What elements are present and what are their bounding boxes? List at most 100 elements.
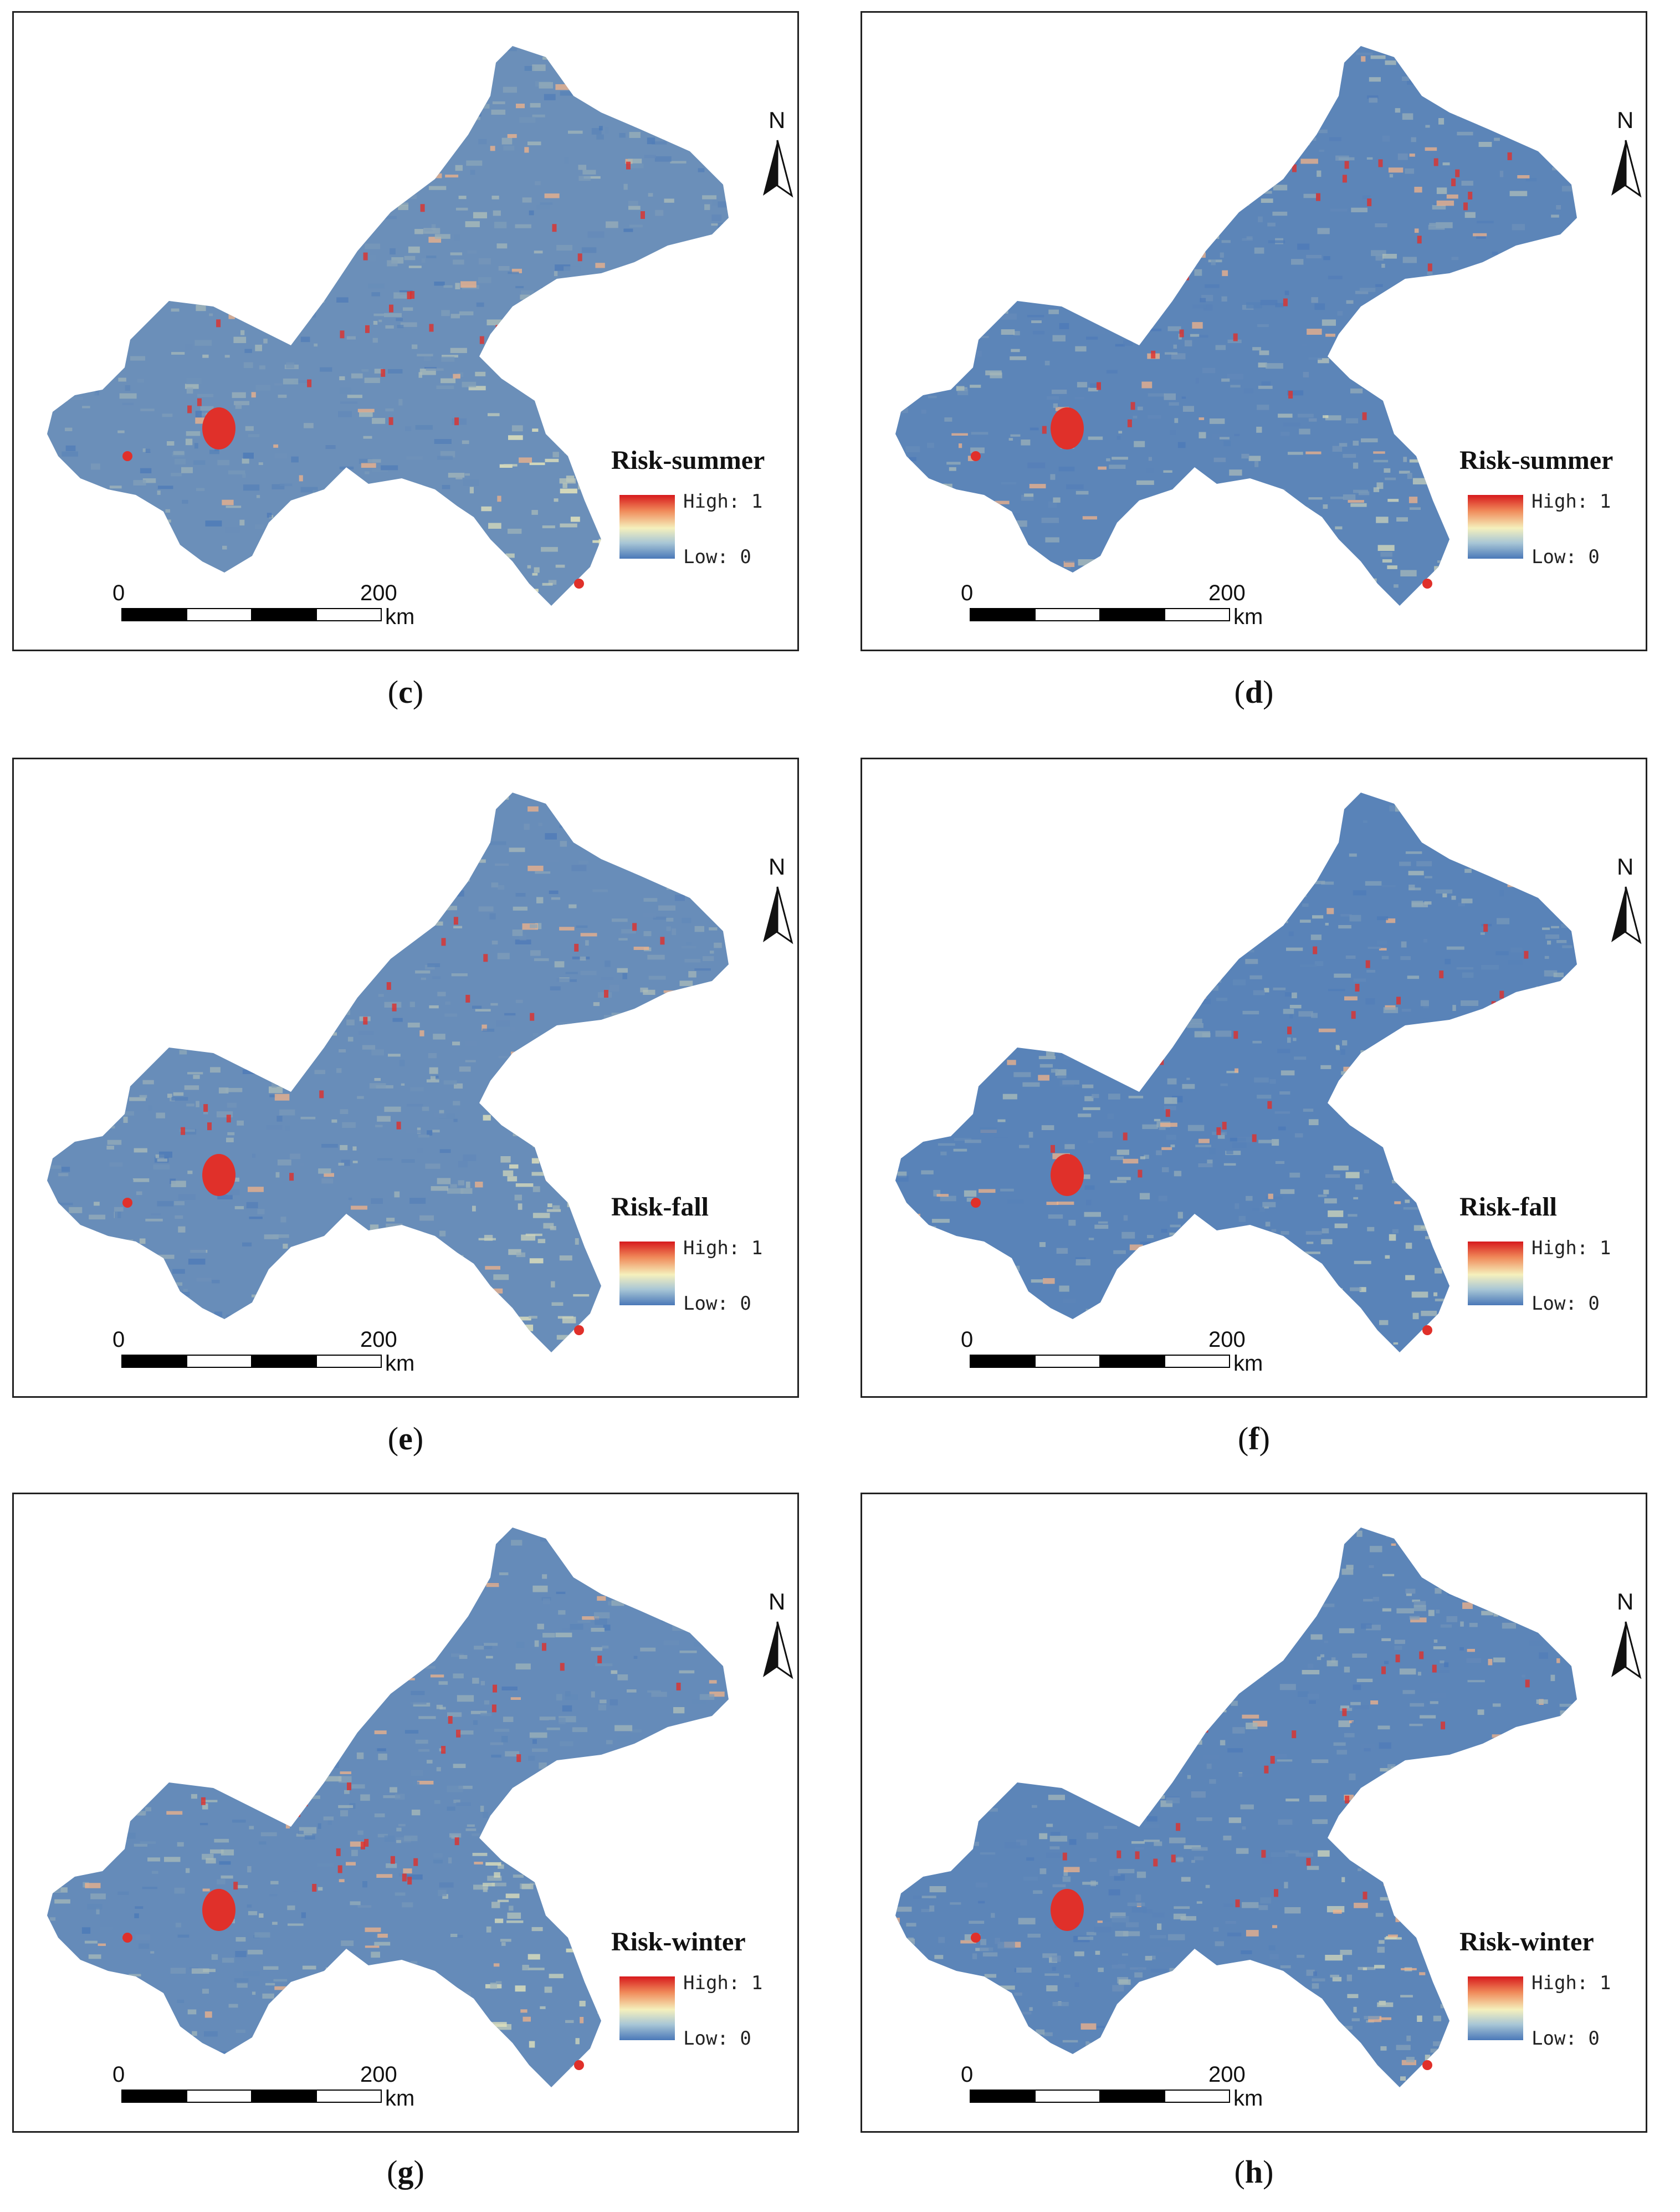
legend-color-ramp	[1468, 1976, 1523, 2040]
legend-high-label: High: 1	[683, 1237, 763, 1259]
caption-close-paren: )	[1259, 1421, 1270, 1457]
chongqing-region	[895, 1528, 1577, 2087]
minor-hotspot	[1422, 579, 1432, 589]
legend-low-label: Low: 0	[1532, 2027, 1600, 2050]
minor-hotspot	[971, 1198, 981, 1208]
map-panel-f: N Risk-fall High: 1 Low: 0 0 200 km	[861, 758, 1647, 1398]
legend-high-label: High: 1	[1532, 1237, 1611, 1259]
legend-low-label: Low: 0	[683, 2027, 751, 2050]
scale-max-label: 200	[1208, 1327, 1246, 1352]
panel-caption-f: (f)	[861, 1420, 1647, 1457]
caption-letter: d	[1244, 674, 1263, 710]
scale-max-label: 200	[1208, 2062, 1246, 2087]
urban-hotspot	[1051, 1889, 1084, 1931]
caption-open-paren: (	[1238, 1421, 1249, 1457]
map-panel-g: N Risk-winter High: 1 Low: 0 0 200 km	[12, 1493, 799, 2133]
urban-hotspot	[1051, 1154, 1084, 1196]
legend-high-label: High: 1	[683, 491, 763, 513]
legend-title: Risk-winter	[1459, 1927, 1594, 1956]
scale-zero-label: 0	[961, 2062, 974, 2087]
urban-hotspot	[1051, 407, 1084, 449]
north-label: N	[1617, 854, 1634, 880]
minor-hotspot	[574, 1325, 584, 1335]
scale-max-label: 200	[1208, 581, 1246, 605]
legend-title: Risk-winter	[611, 1927, 746, 1956]
scale-unit-label: km	[385, 2086, 415, 2111]
caption-close-paren: )	[1263, 674, 1274, 710]
scale-unit-label: km	[1233, 1351, 1263, 1376]
legend-low-label: Low: 0	[1532, 546, 1600, 568]
legend-color-ramp	[1468, 495, 1523, 559]
chongqing-region	[47, 793, 729, 1352]
risk-map-h	[895, 1528, 1642, 2103]
north-arrow-icon	[1611, 1621, 1642, 1679]
scale-bar	[121, 608, 382, 621]
legend-low-label: Low: 0	[683, 546, 751, 568]
caption-letter: c	[398, 674, 413, 710]
risk-map-e	[47, 793, 793, 1368]
caption-letter: h	[1244, 2154, 1263, 2190]
legend-title: Risk-summer	[1459, 446, 1614, 475]
legend-title: Risk-fall	[1459, 1192, 1558, 1222]
risk-map-f	[895, 793, 1642, 1368]
legend-low-label: Low: 0	[683, 1293, 751, 1315]
scale-bar	[970, 1355, 1230, 1368]
minor-hotspot	[122, 1198, 132, 1208]
minor-hotspot	[574, 2060, 584, 2070]
minor-hotspot	[1422, 2060, 1432, 2070]
scale-unit-label: km	[385, 605, 415, 629]
north-arrow-icon	[763, 140, 793, 198]
chongqing-region	[895, 46, 1577, 606]
legend-title: Risk-fall	[611, 1192, 709, 1222]
legend-high-label: High: 1	[1532, 1972, 1611, 1994]
caption-close-paren: )	[1263, 2154, 1274, 2190]
minor-hotspot	[1422, 1325, 1432, 1335]
risk-map-d	[895, 46, 1642, 621]
legend-high-label: High: 1	[1532, 491, 1611, 513]
caption-close-paren: )	[412, 674, 424, 710]
legend-title: Risk-summer	[611, 446, 765, 475]
legend-color-ramp	[619, 1976, 675, 2040]
scale-unit-label: km	[1233, 605, 1263, 629]
legend-high-label: High: 1	[683, 1972, 763, 1994]
north-label: N	[1617, 107, 1634, 133]
panel-caption-g: (g)	[12, 2153, 799, 2190]
scale-bar	[121, 1355, 382, 1368]
map-panel-e: N Risk-fall High: 1 Low: 0 0 200 km	[12, 758, 799, 1398]
scale-zero-label: 0	[112, 581, 125, 605]
panel-caption-d: (d)	[861, 673, 1647, 711]
caption-letter: g	[397, 2154, 414, 2190]
urban-hotspot	[202, 1889, 235, 1931]
legend-color-ramp	[1468, 1242, 1523, 1305]
caption-close-paren: )	[412, 1421, 424, 1457]
map-panel-h: N Risk-winter High: 1 Low: 0 0 200 km	[861, 1493, 1647, 2133]
caption-close-paren: )	[413, 2154, 424, 2190]
caption-open-paren: (	[387, 2154, 398, 2190]
minor-hotspot	[122, 451, 132, 461]
scale-max-label: 200	[360, 2062, 397, 2087]
panel-caption-c: (c)	[12, 673, 799, 711]
caption-open-paren: (	[387, 1421, 399, 1457]
scale-unit-label: km	[1233, 2086, 1263, 2111]
scale-zero-label: 0	[961, 1327, 974, 1352]
north-label: N	[1617, 1588, 1634, 1615]
north-arrow-icon	[1611, 140, 1642, 198]
north-label: N	[769, 107, 786, 133]
urban-hotspot	[202, 1154, 235, 1196]
north-arrow-icon	[763, 1621, 793, 1679]
north-arrow-icon	[763, 886, 793, 944]
legend-color-ramp	[619, 1242, 675, 1305]
minor-hotspot	[574, 579, 584, 589]
minor-hotspot	[971, 451, 981, 461]
scale-max-label: 200	[360, 1327, 397, 1352]
scale-zero-label: 0	[112, 1327, 125, 1352]
scale-bar	[970, 608, 1230, 621]
north-arrow-icon	[1611, 886, 1642, 944]
chongqing-region	[47, 1528, 729, 2087]
caption-open-paren: (	[1234, 674, 1245, 710]
caption-open-paren: (	[387, 674, 399, 710]
scale-bar	[970, 2090, 1230, 2103]
scale-bar	[121, 2090, 382, 2103]
risk-map-g	[47, 1528, 793, 2103]
minor-hotspot	[122, 1933, 132, 1943]
